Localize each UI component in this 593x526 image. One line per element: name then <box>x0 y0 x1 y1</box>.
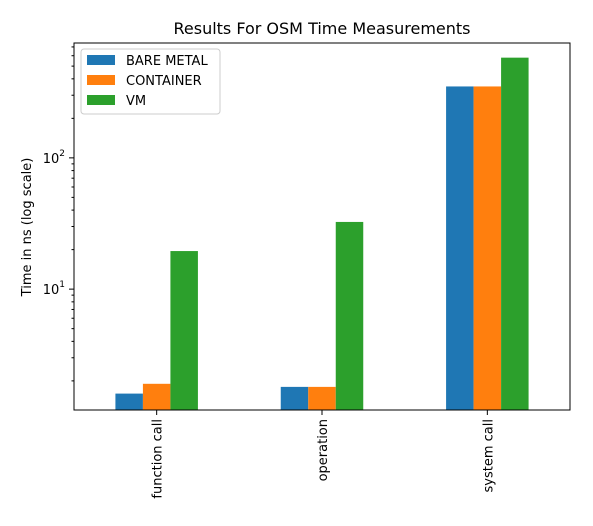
legend-box <box>80 48 221 115</box>
legend-label: CONTAINER <box>126 74 202 89</box>
y-tick-label: 102 <box>43 149 65 167</box>
legend-label: BARE METAL <box>126 54 208 69</box>
bar <box>280 386 309 410</box>
bar <box>501 57 529 410</box>
x-tick-label: function call <box>151 419 166 499</box>
bar <box>335 221 364 410</box>
x-tick-label: system call <box>481 419 496 492</box>
legend-swatch <box>87 55 115 65</box>
bar <box>308 386 336 410</box>
legend-swatch <box>87 75 115 85</box>
bars-group <box>115 57 529 410</box>
chart-title: Results For OSM Time Measurements <box>173 19 470 38</box>
y-ticks-group: 101 102 <box>43 46 74 382</box>
legend: BARE METAL CONTAINER VM <box>80 48 221 115</box>
bar <box>170 251 198 410</box>
x-ticks-group: function call operation system call <box>151 410 496 499</box>
legend-swatch <box>87 95 115 105</box>
bar <box>142 383 171 410</box>
bar <box>473 86 502 410</box>
x-tick-label: operation <box>316 419 331 481</box>
bar <box>115 393 143 410</box>
bar <box>446 86 474 410</box>
plot-frame <box>73 42 571 411</box>
y-axis-label: Time in ns (log scale) <box>20 158 35 298</box>
legend-label: VM <box>126 94 146 109</box>
y-tick-label: 101 <box>43 280 65 298</box>
